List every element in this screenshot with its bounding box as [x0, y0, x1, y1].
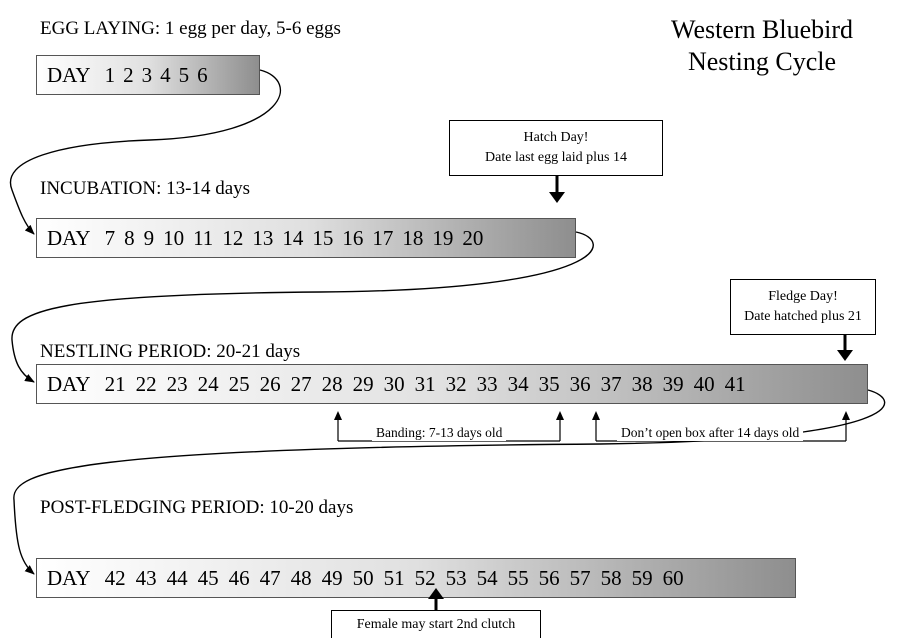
- day-number: 54: [476, 565, 498, 590]
- day-number: 48: [290, 565, 312, 590]
- day-number: 5: [178, 62, 190, 87]
- banding-note: Banding: 7-13 days old: [372, 425, 507, 441]
- day-number: 30: [383, 371, 405, 396]
- day-label: DAY: [47, 371, 91, 396]
- day-number: 37: [600, 371, 622, 396]
- day-number: 58: [600, 565, 622, 590]
- banding-bracket: [334, 411, 564, 442]
- day-number: 16: [342, 225, 364, 250]
- day-number: 2: [123, 62, 134, 87]
- day-number: 45: [197, 565, 219, 590]
- dont-open-bracket: [592, 411, 850, 442]
- title-line-2: Nesting Cycle: [687, 47, 837, 76]
- day-number: 59: [631, 565, 653, 590]
- day-label: DAY: [47, 62, 91, 87]
- incubation-heading: INCUBATION: 13-14 days: [40, 178, 251, 199]
- day-number: 11: [193, 225, 214, 250]
- fledge-day-callout: Fledge Day! Date hatched plus 21: [730, 279, 876, 335]
- incubation-days: 7 8 9 10 11 12 13 14 15 16 17 18 19 20: [105, 226, 493, 251]
- day-number: 18: [402, 225, 424, 250]
- title-line-1: Western Bluebird: [670, 15, 854, 44]
- day-number: 14: [282, 225, 304, 250]
- diagram-title: Western Bluebird Nesting Cycle: [642, 14, 882, 78]
- post-fledging-heading: POST-FLEDGING PERIOD: 10-20 days: [40, 497, 354, 518]
- day-label: DAY: [47, 565, 91, 590]
- hatch-callout-line-2: Date last egg laid plus 14: [485, 150, 627, 165]
- post-fledging-bar: DAY 42 43 44 45 46 47 48 49 50 51 52 53 54 55 56 57 58 59…: [36, 558, 796, 598]
- day-number: 32: [445, 371, 467, 396]
- day-number: 9: [143, 225, 155, 250]
- day-number: 40: [693, 371, 715, 396]
- day-number: 46: [228, 565, 250, 590]
- day-number: 50: [352, 565, 374, 590]
- second-clutch-callout: Female may start 2nd clutch: [331, 610, 541, 638]
- day-number: 10: [163, 225, 185, 250]
- day-label: DAY: [47, 225, 91, 250]
- day-number: 25: [228, 371, 250, 396]
- day-number: 4: [160, 62, 171, 87]
- nestling-days: 21 22 23 24 25 26 27 28 29 30 31 32 33 34 35 36 37 38 39 40…: [105, 372, 756, 397]
- day-number: 51: [383, 565, 405, 590]
- day-number: 33: [476, 371, 498, 396]
- day-number: 43: [135, 565, 157, 590]
- day-number: 56: [538, 565, 560, 590]
- connector-egg-to-incubation: [9, 69, 282, 235]
- day-number: 21: [104, 371, 126, 396]
- egg-laying-heading: EGG LAYING: 1 egg per day, 5-6 eggs: [40, 18, 341, 39]
- fledge-callout-line-2: Date hatched plus 21: [744, 309, 862, 324]
- day-number: 20: [462, 225, 484, 250]
- day-number: 6: [197, 62, 208, 87]
- day-number: 17: [372, 225, 394, 250]
- day-number: 24: [197, 371, 219, 396]
- day-number: 3: [141, 62, 153, 87]
- day-number: 39: [662, 371, 684, 396]
- connector-incubation-to-nestling: [11, 231, 594, 383]
- day-number: 29: [352, 371, 374, 396]
- day-number: 26: [259, 371, 281, 396]
- day-number: 53: [445, 565, 467, 590]
- day-number: 13: [252, 225, 274, 250]
- post-fledging-days: 42 43 44 45 46 47 48 49 50 51 52 53 54 55 56 57 58 59 60: [105, 566, 694, 591]
- day-number: 47: [259, 565, 281, 590]
- day-number: 34: [507, 371, 529, 396]
- day-number: 15: [312, 225, 334, 250]
- day-number: 1: [104, 62, 116, 87]
- day-number: 28: [321, 371, 343, 396]
- day-number: 19: [432, 225, 454, 250]
- day-number: 42: [104, 565, 126, 590]
- day-number: 23: [166, 371, 188, 396]
- hatch-callout-line-1: Hatch Day!: [523, 130, 589, 145]
- day-number: 27: [290, 371, 312, 396]
- day-number: 60: [662, 565, 684, 590]
- day-number: 57: [569, 565, 591, 590]
- fledge-callout-line-1: Fledge Day!: [768, 289, 838, 304]
- day-number: 7: [104, 225, 116, 250]
- day-number: 35: [538, 371, 560, 396]
- day-number: 22: [135, 371, 157, 396]
- dont-open-note: Don’t open box after 14 days old: [617, 425, 804, 441]
- day-number: 49: [321, 565, 343, 590]
- day-number: 36: [569, 371, 591, 396]
- day-number: 8: [124, 225, 135, 250]
- day-number: 52: [414, 565, 436, 590]
- day-number: 41: [724, 371, 746, 396]
- connector-nestling-to-post: [13, 389, 886, 575]
- day-number: 12: [222, 225, 244, 250]
- hatch-day-callout: Hatch Day! Date last egg laid plus 14: [449, 120, 663, 176]
- day-number: 55: [507, 565, 529, 590]
- nestling-bar: DAY 21 22 23 24 25 26 27 28 29 30 31 32 33 34 35 36 37 38…: [36, 364, 868, 404]
- day-number: 31: [414, 371, 436, 396]
- incubation-bar: DAY 7 8 9 10 11 12 13 14 15 16 17 18 19 20: [36, 218, 576, 258]
- clutch-callout-text: Female may start 2nd clutch: [356, 617, 516, 632]
- day-number: 44: [166, 565, 188, 590]
- nestling-heading: NESTLING PERIOD: 20-21 days: [40, 341, 301, 362]
- day-number: 38: [631, 371, 653, 396]
